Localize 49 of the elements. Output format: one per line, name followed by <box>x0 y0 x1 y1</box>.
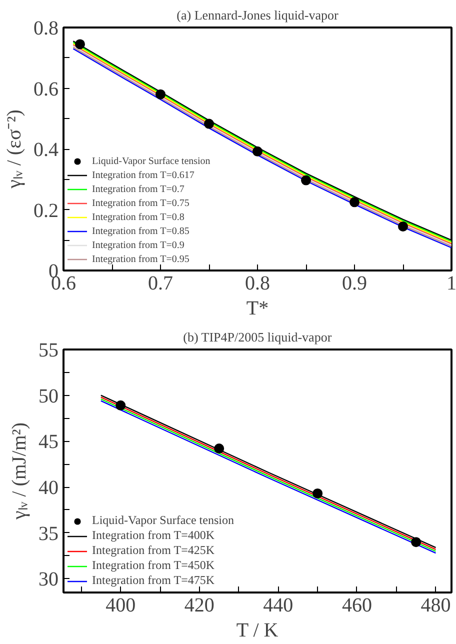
point <box>312 488 323 498</box>
x-tick-label: 420 <box>184 594 214 616</box>
legend-label: Liquid-Vapor Surface tension <box>92 513 234 528</box>
point <box>214 444 224 454</box>
chart-title: (a) Lennard-Jones liquid-vapor <box>176 8 340 22</box>
legend-label: Integration from T=0.617 <box>92 168 194 182</box>
y-tick-label: 0.8 <box>34 18 58 40</box>
x-tick-label: 0.9 <box>342 272 367 294</box>
x-axis-title: T / K <box>236 620 279 642</box>
point <box>301 175 311 186</box>
y-tick-label: 55 <box>38 340 58 362</box>
y-axis-title: γₗᵥ / (εσ⁻²) <box>4 110 26 190</box>
y-tick-label: 40 <box>38 477 58 500</box>
legend-label: Integration from T=450K <box>92 558 215 573</box>
y-tick-label: 0.2 <box>34 200 58 222</box>
point <box>398 221 408 232</box>
legend-label: Integration from T=0.7 <box>92 182 184 196</box>
legend-label: Integration from T=0.8 <box>92 210 184 224</box>
point <box>350 197 360 208</box>
legend-label: Integration from T=0.95 <box>92 252 190 266</box>
point <box>252 146 262 156</box>
point <box>411 537 422 548</box>
y-axis-title: γₗᵥ / (mJ/m²) <box>8 422 30 521</box>
point <box>74 39 85 50</box>
x-axis-title: T* <box>246 298 269 320</box>
y-tick-label: 0.4 <box>34 139 58 161</box>
y-tick-label: 0.6 <box>34 78 58 100</box>
x-tick-label: 460 <box>342 594 372 616</box>
x-tick-label: 440 <box>263 594 294 616</box>
x-tick-label: 480 <box>420 594 451 616</box>
y-tick-label: 50 <box>38 385 58 408</box>
legend-label: Integration from T=0.85 <box>92 224 190 238</box>
legend-label: Integration from T=400K <box>92 528 215 543</box>
chart-title: (b) TIP4P/2005 liquid-vapor <box>183 330 332 344</box>
x-tick-label: 0.7 <box>148 272 173 294</box>
point <box>116 400 126 410</box>
x-tick-label: 1 <box>446 272 456 294</box>
legend-label: Integration from T=475K <box>92 573 215 588</box>
x-tick-label: 400 <box>106 594 136 616</box>
x-tick-label: 0.8 <box>245 272 270 294</box>
legend-label: Liquid-Vapor Surface tension <box>92 154 210 168</box>
y-tick-label: 30 <box>38 568 58 591</box>
point <box>204 118 214 129</box>
legend-label: Integration from T=0.75 <box>92 196 190 210</box>
y-tick-label: 45 <box>38 431 58 454</box>
legend-label: Integration from T=0.9 <box>92 238 184 252</box>
y-tick-label: 35 <box>38 522 58 545</box>
legend-label: Integration from T=425K <box>92 543 215 558</box>
point <box>156 89 166 100</box>
